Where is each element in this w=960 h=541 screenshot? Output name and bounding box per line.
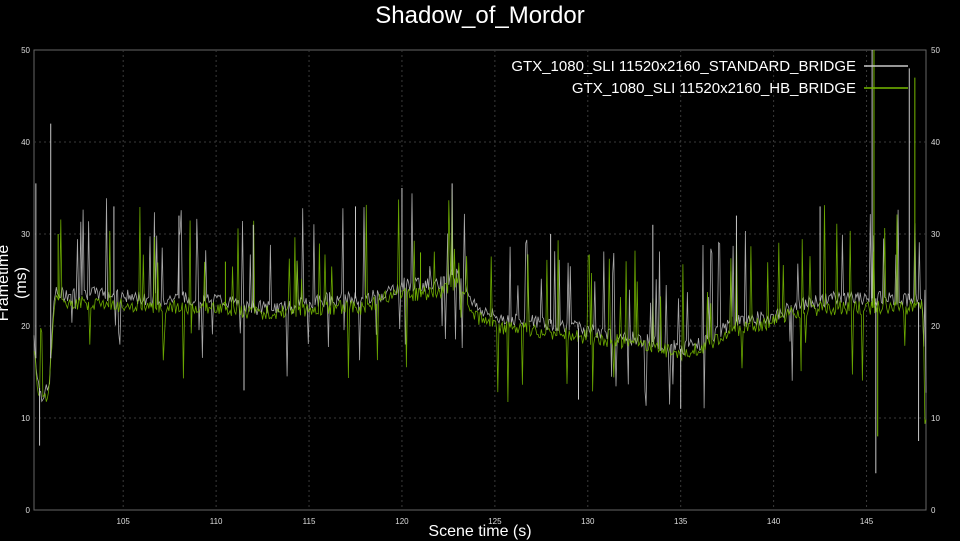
x-tick-label: 110: [210, 517, 223, 526]
legend: GTX_1080_SLI 11520x2160_STANDARD_BRIDGE G…: [511, 58, 908, 97]
plot-frame: [33, 49, 927, 511]
y-tick-label-left: 40: [21, 138, 30, 147]
x-tick-label: 115: [303, 517, 316, 526]
legend-label: GTX_1080_SLI 11520x2160_HB_BRIDGE: [572, 80, 856, 97]
x-tick-label: 120: [395, 517, 409, 526]
y-tick-label-right: 20: [931, 322, 940, 331]
legend-label: GTX_1080_SLI 11520x2160_STANDARD_BRIDGE: [511, 58, 856, 75]
y-tick-label-right: 50: [931, 46, 940, 55]
y-tick-label-left: 30: [21, 230, 30, 239]
y-tick-label-right: 40: [931, 138, 940, 147]
x-tick-label: 140: [767, 517, 781, 526]
x-tick-label: 130: [581, 517, 595, 526]
y-tick-label-left: 0: [26, 506, 31, 515]
y-tick-label-right: 0: [931, 506, 936, 515]
x-axis-label: Scene time (s): [428, 523, 532, 540]
chart-title: Shadow_of_Mordor: [375, 2, 585, 29]
x-tick-label: 145: [860, 517, 874, 526]
series-line: [33, 193, 927, 409]
grid: [34, 50, 926, 510]
y-tick-label-left: 20: [21, 322, 30, 331]
x-tick-label: 105: [117, 517, 131, 526]
y-tick-label-left: 50: [21, 46, 30, 55]
x-tick-label: 125: [488, 517, 502, 526]
y-tick-label-left: 10: [21, 414, 30, 423]
y-tick-label-right: 10: [931, 414, 940, 423]
series-line: [33, 188, 927, 424]
y-tick-label-right: 30: [931, 230, 940, 239]
ticks: 0 0 10 10 20 20 30 30 40 40 50 50 105 110 115 120 125 130…: [21, 46, 940, 526]
series-group: [33, 50, 927, 474]
x-tick-label: 135: [674, 517, 688, 526]
